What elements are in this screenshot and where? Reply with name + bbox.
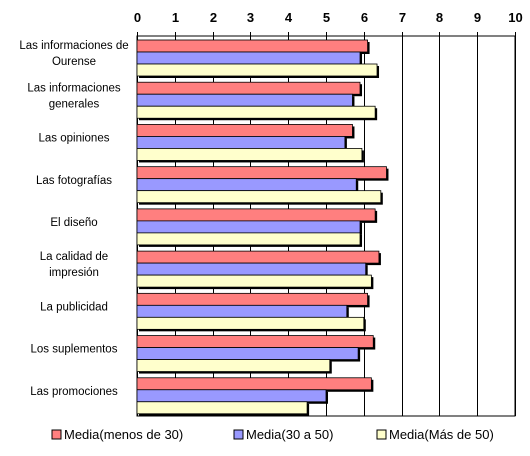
category-label: Las informaciones de xyxy=(19,40,128,52)
bar xyxy=(136,359,331,372)
x-tick-label: 3 xyxy=(247,10,254,25)
legend-label: Media(Más de 50) xyxy=(389,427,494,442)
category-label: Las promociones xyxy=(30,386,118,398)
x-tick-label: 6 xyxy=(361,10,368,25)
bar xyxy=(136,316,365,330)
category-label: Los suplementos xyxy=(31,344,118,356)
bar xyxy=(136,148,363,161)
bar xyxy=(136,51,361,65)
bar xyxy=(136,389,327,403)
category-labels: Las informaciones de Ourense Las informaci… xyxy=(19,40,128,398)
x-tick-label: 8 xyxy=(436,10,443,25)
bar xyxy=(136,335,374,348)
bar xyxy=(136,377,372,391)
bar xyxy=(136,190,382,204)
x-tick-label: 4 xyxy=(285,10,293,25)
x-tick-label: 10 xyxy=(508,10,522,25)
category-label: Las fotografías xyxy=(36,175,112,187)
category-label: Ourense xyxy=(52,56,96,68)
x-tick-label: 0 xyxy=(134,10,141,25)
category-label: impresión xyxy=(49,267,99,279)
x-tick-label: 2 xyxy=(210,10,217,25)
bar xyxy=(136,166,387,180)
legend-label: Media(menos de 30) xyxy=(64,427,183,442)
bar xyxy=(136,262,367,276)
bar xyxy=(136,401,308,415)
x-tick-label: 1 xyxy=(172,10,179,25)
category-label: La calidad de xyxy=(40,251,108,263)
legend-swatch xyxy=(233,429,244,440)
x-tick-label: 5 xyxy=(323,10,330,25)
category-label: Las informaciones xyxy=(27,82,121,94)
bar xyxy=(136,347,359,360)
category-label: El diseño xyxy=(50,217,97,229)
bar xyxy=(136,274,372,288)
bar xyxy=(136,93,353,107)
x-tick-label: 9 xyxy=(474,10,481,25)
category-label: generales xyxy=(49,98,100,110)
bar xyxy=(136,250,380,264)
legend-swatch xyxy=(376,429,387,440)
legend-label: Media(30 a 50) xyxy=(246,427,333,442)
bar xyxy=(136,39,368,53)
bar xyxy=(136,232,361,246)
bar-marks xyxy=(136,39,389,416)
legend: Media(menos de 30) Media(30 a 50) Media(Má… xyxy=(51,427,494,442)
bar xyxy=(136,304,348,318)
bar xyxy=(136,178,357,192)
bar xyxy=(136,105,376,119)
x-tick-labels: 0 1 2 3 4 5 6 7 8 9 10 xyxy=(134,10,523,25)
category-label: La publicidad xyxy=(40,301,108,313)
category-label: Las opiniones xyxy=(39,133,110,145)
bar xyxy=(136,63,378,77)
bar xyxy=(136,220,361,234)
bar xyxy=(136,81,361,95)
bar xyxy=(136,136,346,149)
bar xyxy=(136,292,368,306)
bar xyxy=(136,124,353,137)
legend-swatch xyxy=(51,429,62,440)
bar xyxy=(136,208,376,222)
x-tick-label: 7 xyxy=(399,10,406,25)
